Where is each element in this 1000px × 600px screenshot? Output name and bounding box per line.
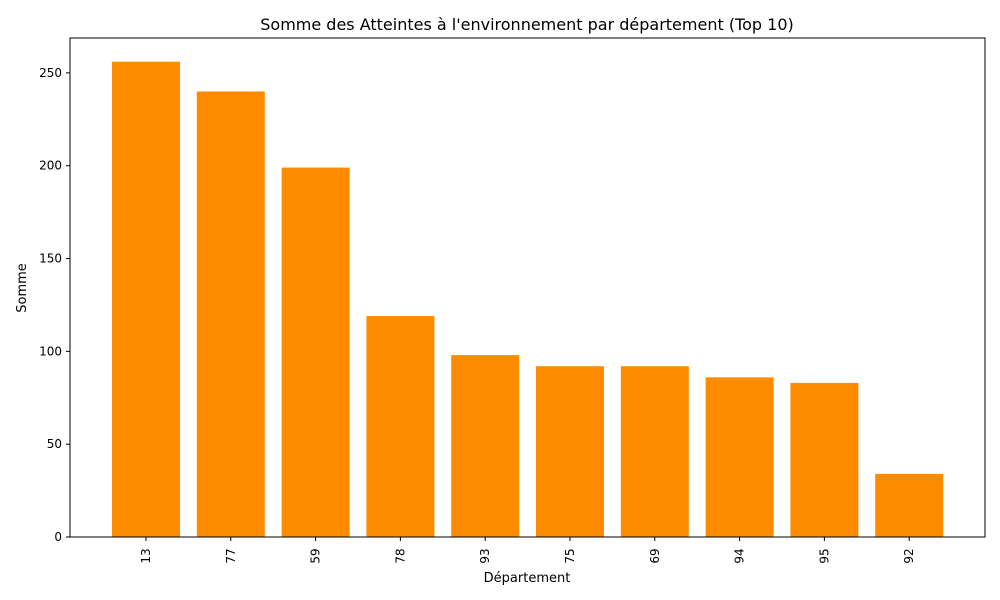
bar-95	[790, 382, 859, 537]
bar-69	[620, 366, 689, 537]
bar-77	[196, 91, 265, 537]
bar-92	[875, 473, 944, 537]
y-axis-ticks: 0 50 100 150 200 250	[39, 66, 70, 544]
x-tick-label: 77	[224, 548, 238, 563]
y-tick-label: 200	[39, 159, 62, 173]
x-tick-label: 92	[902, 548, 916, 563]
y-tick-label: 150	[39, 252, 62, 266]
bar-13	[112, 61, 180, 538]
x-tick-label: 95	[817, 548, 831, 563]
plot-frame	[69, 37, 986, 538]
x-tick-label: 75	[563, 548, 577, 563]
x-tick-label: 13	[139, 548, 153, 563]
bar-78	[366, 316, 435, 537]
x-tick-label: 59	[309, 548, 323, 563]
y-axis-label: Somme	[15, 263, 30, 313]
x-axis-ticks: 13 77 59 78 93 75 69 94 95 92	[139, 537, 916, 564]
bar-94	[705, 377, 774, 537]
x-tick-label: 93	[478, 548, 492, 563]
x-tick-label: 94	[733, 548, 747, 563]
bar-93	[451, 355, 520, 537]
x-tick-label: 69	[648, 548, 662, 563]
y-tick-label: 250	[39, 66, 62, 80]
x-tick-label: 78	[393, 548, 407, 563]
y-tick-label: 0	[54, 530, 62, 544]
y-tick-label: 50	[47, 437, 62, 451]
bars-group	[112, 61, 944, 538]
bar-75	[536, 366, 604, 537]
x-axis-label: Département	[484, 571, 571, 586]
chart-title: Somme des Atteintes à l'environnement pa…	[260, 15, 794, 34]
y-tick-label: 100	[39, 344, 62, 358]
bar-59	[281, 167, 350, 537]
